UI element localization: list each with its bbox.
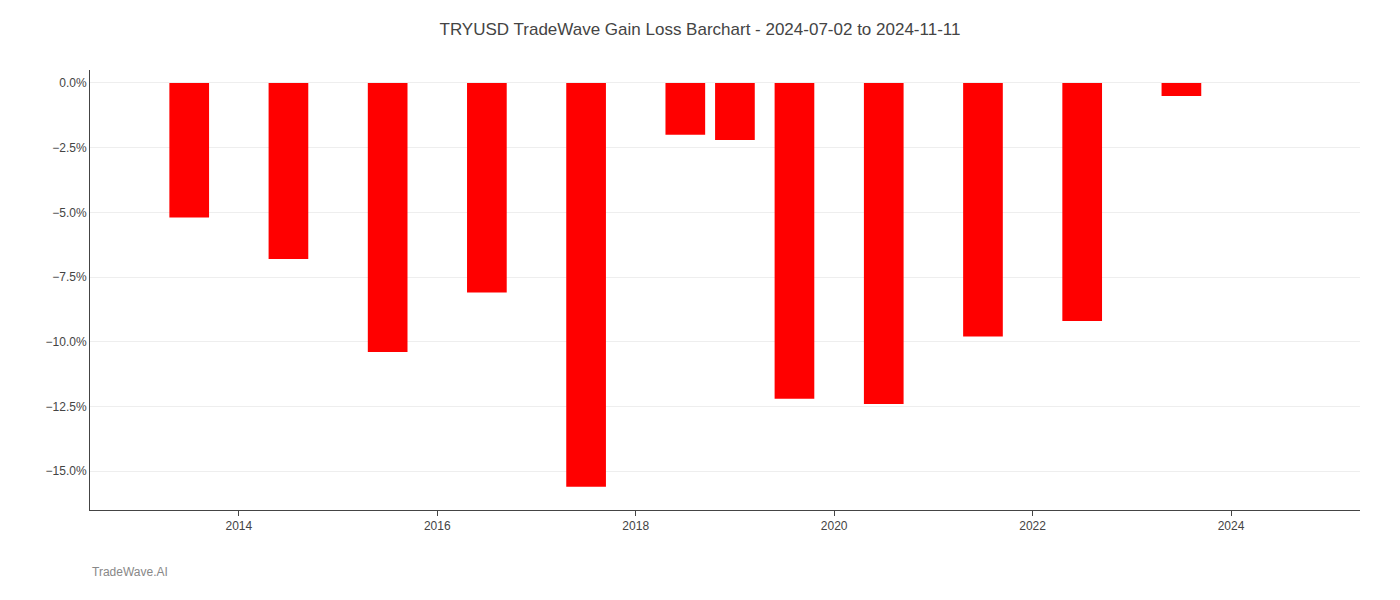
svg-text:−12.5%: −12.5% xyxy=(46,400,87,414)
svg-text:2016: 2016 xyxy=(424,519,451,533)
svg-text:2020: 2020 xyxy=(821,519,848,533)
svg-text:−15.0%: −15.0% xyxy=(46,464,87,478)
svg-text:0.0%: 0.0% xyxy=(59,76,87,90)
svg-text:−2.5%: −2.5% xyxy=(52,141,87,155)
svg-text:2024: 2024 xyxy=(1218,519,1245,533)
svg-text:2022: 2022 xyxy=(1019,519,1046,533)
svg-text:TradeWave.AI: TradeWave.AI xyxy=(92,565,168,579)
svg-text:2014: 2014 xyxy=(225,519,252,533)
svg-text:2018: 2018 xyxy=(622,519,649,533)
svg-text:−7.5%: −7.5% xyxy=(52,270,87,284)
svg-text:−5.0%: −5.0% xyxy=(52,206,87,220)
svg-text:−10.0%: −10.0% xyxy=(46,335,87,349)
svg-text:TRYUSD TradeWave Gain Loss Bar: TRYUSD TradeWave Gain Loss Barchart - 20… xyxy=(440,20,961,39)
